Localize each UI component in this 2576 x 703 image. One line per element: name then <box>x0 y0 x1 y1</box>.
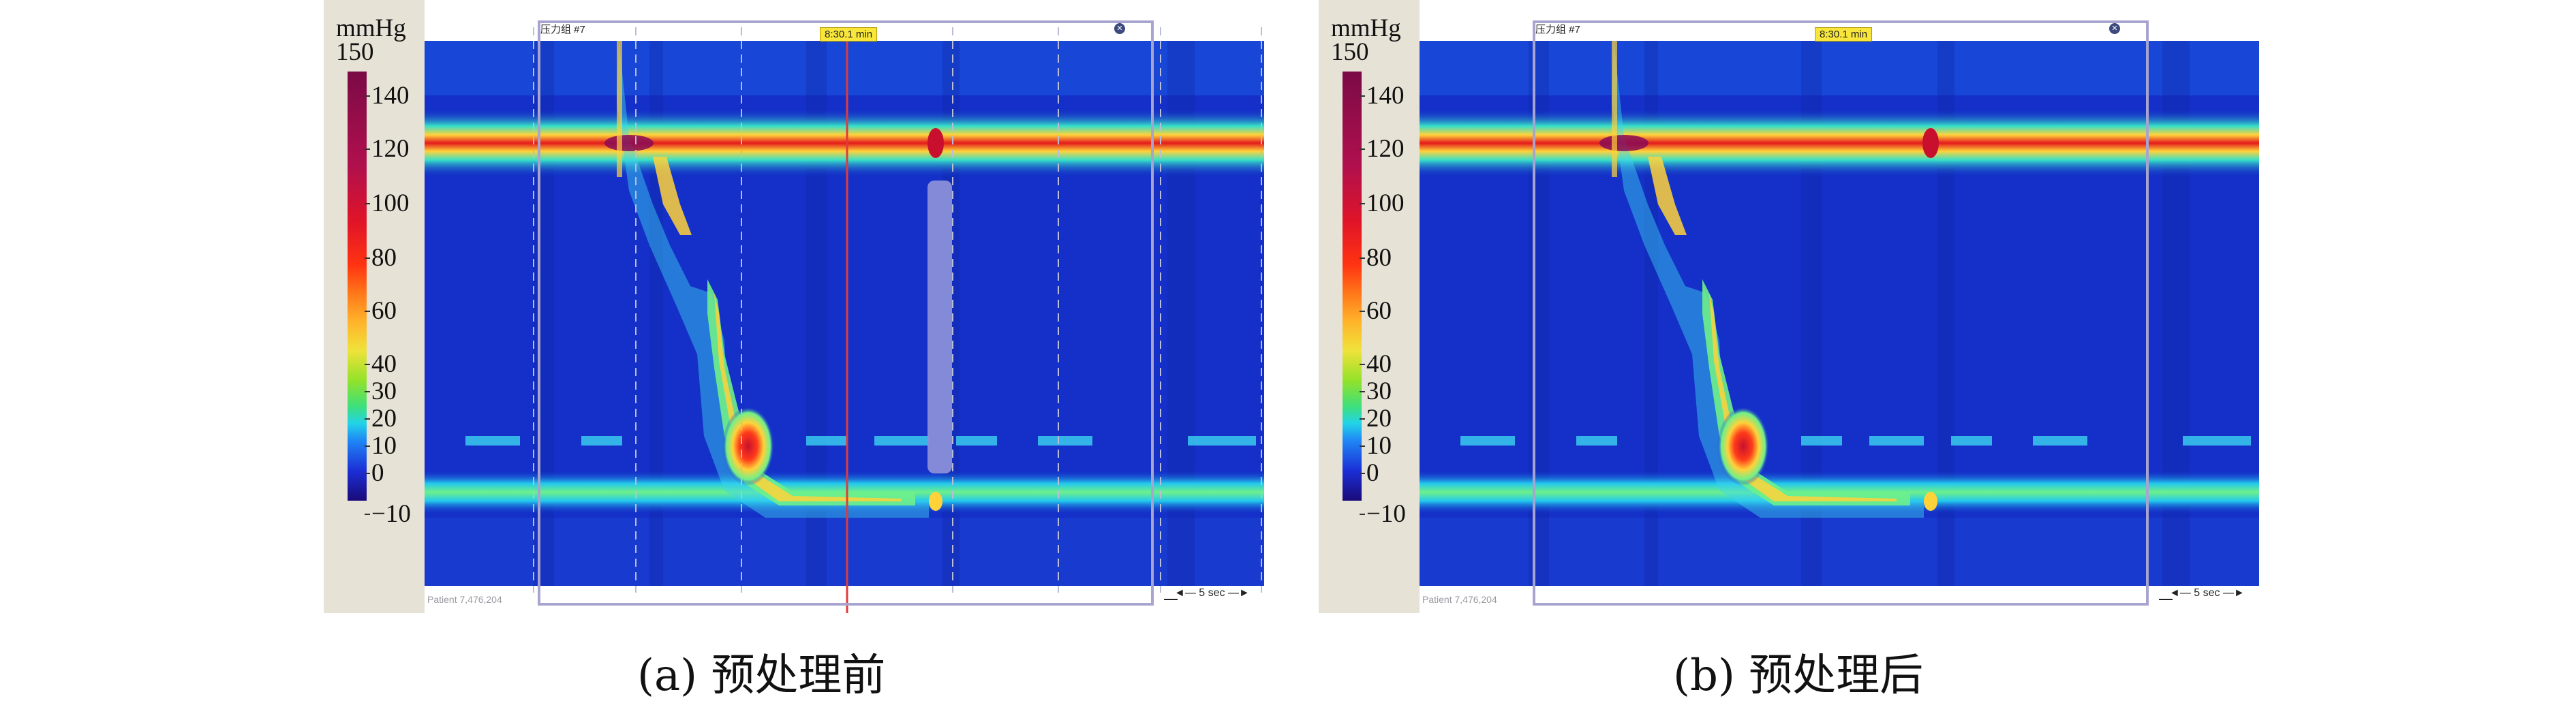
upper-pressure-band <box>1420 109 2259 177</box>
colorbar-unit: mmHg <box>336 14 406 42</box>
colorbar-tick: 40 <box>365 350 397 378</box>
colorbar-tick: 80 <box>365 244 397 272</box>
colorbar-tick: 100 <box>1360 189 1405 217</box>
colorbar-tick: 60 <box>1360 297 1392 325</box>
colorbar-tick: 140 <box>1360 82 1405 110</box>
time-scale-label: ◄— 5 sec —► <box>1174 587 1250 599</box>
colorbar-max: 150 <box>336 38 374 66</box>
colorbar-tick: 140 <box>365 82 410 110</box>
peak-pressure-hotspot <box>1717 407 1769 486</box>
time-scale-value: 5 sec <box>1199 587 1225 599</box>
pressure-heatmap <box>425 0 1264 613</box>
colorbar-tick: 20 <box>365 405 397 433</box>
selection-frame[interactable] <box>1533 20 2149 606</box>
arrow-left-icon: ◄— <box>2169 587 2191 599</box>
arrow-right-icon: —► <box>1228 587 1250 599</box>
colorbar-tick: 0 <box>365 459 384 487</box>
colorbar-tick: 0 <box>1360 459 1379 487</box>
colorbar-tick: 20 <box>1360 405 1392 433</box>
patient-id: Patient 7,476,204 <box>427 594 502 605</box>
colorbar-legend: mmHg 150 140 120 100 80 60 40 30 20 10 0… <box>324 0 425 613</box>
colorbar-tick: −10 <box>1360 500 1406 528</box>
colorbar-tick: 40 <box>1360 350 1392 378</box>
close-icon[interactable]: ✕ <box>1114 23 1125 34</box>
time-marker-badge[interactable]: 8:30.1 min <box>820 27 878 42</box>
pressure-topography-plot[interactable]: 压力组 #7 8:30.1 min ✕ Patient 7,476,204 ◄—… <box>425 0 1264 613</box>
close-icon[interactable]: ✕ <box>2109 23 2120 34</box>
colorbar-tick: 30 <box>365 377 397 405</box>
colorbar-tick: 30 <box>1360 377 1392 405</box>
swallow-wave <box>617 41 929 518</box>
colorbar-legend: mmHg 150 140 120 100 80 60 40 30 20 10 0… <box>1319 0 1420 613</box>
arrow-left-icon: ◄— <box>1174 587 1196 599</box>
panel-b: mmHg 150 140 120 100 80 60 40 30 20 10 0… <box>1319 0 2259 613</box>
time-marker-badge[interactable]: 8:30.1 min <box>1815 27 1873 42</box>
colorbar-tick: 60 <box>365 297 397 325</box>
colorbar-tick: −10 <box>365 500 411 528</box>
colorbar-tick: 10 <box>1360 432 1392 460</box>
time-scale-label: ◄— 5 sec —► <box>2169 587 2245 599</box>
patient-id: Patient 7,476,204 <box>1422 594 1497 605</box>
colorbar-tick: 80 <box>1360 244 1392 272</box>
colorbar-tick: 10 <box>365 432 397 460</box>
artifact-region <box>927 181 952 473</box>
colorbar-tick: 120 <box>1360 135 1405 163</box>
colorbar-tick: 100 <box>365 189 410 217</box>
pressure-heatmap <box>1420 0 2259 613</box>
peak-pressure-hotspot <box>722 407 774 486</box>
trace-label: 压力组 #7 <box>540 24 585 35</box>
caption-b: (b) 预处理后 <box>1673 651 1924 701</box>
colorbar-gradient <box>1343 72 1362 501</box>
colorbar-unit: mmHg <box>1331 14 1401 42</box>
swallow-wave <box>1612 41 1924 518</box>
colorbar-max: 150 <box>1331 38 1369 66</box>
time-scale-value: 5 sec <box>2194 587 2220 599</box>
pressure-topography-plot[interactable]: 压力组 #7 8:30.1 min ✕ Patient 7,476,204 ◄—… <box>1420 0 2259 613</box>
selection-frame[interactable] <box>538 20 1154 606</box>
caption-a: (a) 预处理前 <box>637 651 886 701</box>
trace-label: 压力组 #7 <box>1535 24 1580 35</box>
colorbar-gradient <box>348 72 367 501</box>
colorbar-tick: 120 <box>365 135 410 163</box>
panel-a: mmHg 150 140 120 100 80 60 40 30 20 10 0… <box>324 0 1264 613</box>
upper-pressure-band <box>425 109 1264 177</box>
arrow-right-icon: —► <box>2223 587 2245 599</box>
